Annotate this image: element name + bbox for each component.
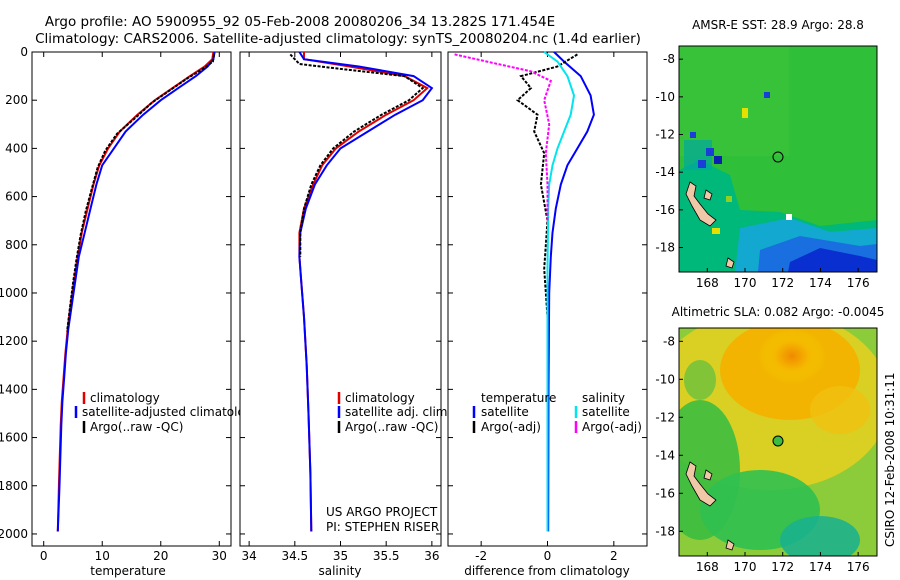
x-tick-label: 35 [333, 549, 348, 563]
series-satellite [298, 51, 434, 532]
x-tick-label: 20 [153, 549, 168, 563]
map-x-tick-label: 176 [847, 276, 870, 290]
project-annotation: US ARGO PROJECT [326, 505, 438, 519]
legend-salinity-title: salinity [582, 391, 625, 405]
map-x-tick-label: 168 [696, 560, 719, 574]
series-argo [66, 54, 215, 332]
salinity-xlabel: salinity [318, 564, 361, 578]
map-y-tick-label: -18 [655, 241, 675, 255]
x-tick-label: 0 [544, 549, 552, 563]
y-tick-label: 600 [5, 190, 28, 204]
temperature-xlabel: temperature [90, 564, 165, 578]
x-tick-label: 2 [610, 549, 618, 563]
map-x-tick-label: 172 [771, 276, 794, 290]
legend-sal-satellite-label: satellite [582, 405, 630, 419]
map-x-tick-label: 172 [771, 560, 794, 574]
map-y-tick-label: -12 [655, 128, 675, 142]
x-tick-label: 34.5 [281, 549, 308, 563]
legend-satellite-label: satellite adj. clim. [345, 405, 451, 419]
series-temperature-satellite [547, 51, 595, 532]
y-tick-label: 1200 [0, 334, 28, 348]
sst-map-title: AMSR-E SST: 28.9 Argo: 28.8 [692, 18, 864, 32]
y-tick-label: 200 [5, 93, 28, 107]
temperature-legend: climatology satellite-adjusted climatolo… [74, 391, 260, 434]
x-tick-label: 10 [95, 549, 110, 563]
legend-temperature-title: temperature [481, 391, 556, 405]
map-y-tick-label: -8 [663, 52, 675, 66]
difference-xlabel: difference from climatology [464, 564, 630, 578]
sla-argo-marker [772, 435, 784, 447]
sst-map-field [679, 46, 877, 272]
x-tick-label: 34 [241, 549, 256, 563]
figure-title-line1: Argo profile: AO 5900955_92 05-Feb-2008 … [45, 14, 555, 30]
figure-title-line2: Climatology: CARS2006. Satellite-adjuste… [35, 31, 641, 47]
y-tick-label: 400 [5, 141, 28, 155]
map-y-tick-label: -18 [655, 524, 675, 538]
map-y-tick-label: -16 [655, 203, 675, 217]
series-salinity-argo [454, 53, 553, 221]
y-tick-label: 1000 [0, 286, 28, 300]
y-tick-label: 1400 [0, 382, 28, 396]
salinity-axes [239, 51, 442, 547]
map-x-tick-label: 176 [847, 560, 870, 574]
map-y-tick-label: -12 [655, 410, 675, 424]
x-tick-label: -2 [475, 549, 487, 563]
temperature-axes [31, 51, 232, 547]
map-x-tick-label: 174 [809, 276, 832, 290]
temperature-panel: 0 10 20 30 0 200 400 600 800 1000 1200 1400 1600 1800… [0, 45, 260, 578]
sst-argo-marker [772, 151, 784, 163]
legend-sal-argo-label: Argo(-adj) [582, 420, 642, 434]
sst-map-panel: AMSR-E SST: 28.9 Argo: 28.8 [655, 18, 878, 290]
pi-annotation: PI: STEPHEN RISER [326, 520, 439, 534]
difference-panel: -2 0 2 difference from climatology tempera… [447, 51, 648, 578]
map-x-tick-label: 170 [734, 276, 757, 290]
x-tick-label: 35.5 [373, 549, 400, 563]
series-temperature-argo [516, 53, 578, 318]
x-tick-label: 30 [212, 549, 227, 563]
map-x-tick-label: 170 [734, 560, 757, 574]
legend-argo-label: Argo(..raw -QC) [90, 420, 183, 434]
map-y-tick-label: -16 [655, 486, 675, 500]
legend-argo-label: Argo(..raw -QC) [345, 420, 438, 434]
y-tick-label: 0 [20, 45, 28, 59]
difference-legend: temperature satellite Argo(-adj) salinit… [472, 391, 642, 434]
footer-credit: CSIRO 12-Feb-2008 10:31:11 [883, 372, 897, 547]
legend-climatology-label: climatology [90, 391, 160, 405]
sla-map-title: Altimetric SLA: 0.082 Argo: -0.0045 [672, 305, 885, 319]
x-tick-label: 36 [424, 549, 439, 563]
y-tick-label: 2000 [0, 527, 28, 541]
series-satellite [56, 51, 216, 532]
legend-climatology-label: climatology [345, 391, 415, 405]
y-tick-label: 1600 [0, 431, 28, 445]
map-y-tick-label: -10 [655, 90, 675, 104]
y-tick-label: 1800 [0, 479, 28, 493]
map-y-tick-label: -14 [655, 448, 675, 462]
y-tick-label: 800 [5, 238, 28, 252]
legend-satellite-label: satellite-adjusted climatology [82, 405, 260, 419]
salinity-legend: climatology satellite adj. clim. Argo(..… [337, 391, 451, 434]
sla-map-field [679, 328, 877, 556]
salinity-panel: 34 34.5 35 35.5 36 salinity climatology sate… [239, 51, 451, 578]
map-y-tick-label: -8 [663, 334, 675, 348]
series-argo [289, 53, 425, 257]
sla-map-frame [678, 327, 878, 557]
map-y-tick-label: -10 [655, 372, 675, 386]
x-tick-label: 0 [40, 549, 48, 563]
legend-temp-argo-label: Argo(-adj) [481, 420, 541, 434]
sst-map-frame [678, 45, 878, 273]
map-x-tick-label: 174 [809, 560, 832, 574]
sla-map-panel: Altimetric SLA: 0.082 Argo: -0.0045 168 1… [655, 305, 885, 574]
legend-temp-satellite-label: satellite [481, 405, 529, 419]
map-y-tick-label: -14 [655, 165, 675, 179]
map-x-tick-label: 168 [696, 276, 719, 290]
